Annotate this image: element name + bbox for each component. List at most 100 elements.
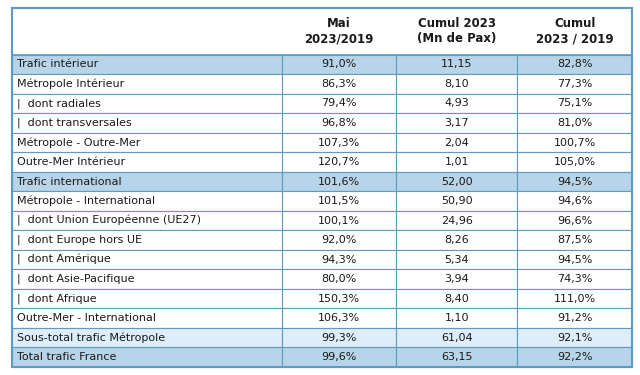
Bar [517, 230, 632, 250]
Bar [282, 133, 396, 152]
Text: Sous-total trafic Métropole: Sous-total trafic Métropole [17, 333, 165, 343]
Bar [282, 309, 396, 328]
Bar [12, 133, 282, 152]
Bar [396, 55, 517, 74]
Text: 150,3%: 150,3% [318, 294, 360, 304]
Text: 5,34: 5,34 [445, 255, 469, 265]
Bar [396, 113, 517, 133]
Bar [396, 172, 517, 191]
Text: 99,3%: 99,3% [321, 333, 356, 343]
Text: 8,10: 8,10 [445, 79, 469, 89]
Text: Métropole - Outre-Mer: Métropole - Outre-Mer [17, 137, 140, 148]
Bar [517, 309, 632, 328]
Bar [282, 348, 396, 367]
Text: 61,04: 61,04 [441, 333, 473, 343]
Text: 86,3%: 86,3% [321, 79, 356, 89]
Bar [282, 289, 396, 309]
Text: 4,93: 4,93 [444, 99, 469, 108]
Text: 80,0%: 80,0% [321, 274, 356, 284]
Text: 75,1%: 75,1% [557, 99, 592, 108]
Bar [517, 191, 632, 211]
Text: 11,15: 11,15 [441, 59, 472, 69]
Bar [517, 269, 632, 289]
Bar [396, 348, 517, 367]
Bar [12, 309, 282, 328]
Text: Mai
2023/2019: Mai 2023/2019 [305, 17, 374, 45]
Bar [282, 191, 396, 211]
Bar [396, 94, 517, 113]
Bar [517, 289, 632, 309]
Bar [517, 74, 632, 94]
Text: 92,1%: 92,1% [557, 333, 593, 343]
Bar [396, 289, 517, 309]
Text: 3,94: 3,94 [444, 274, 469, 284]
Bar [282, 172, 396, 191]
Bar [282, 269, 396, 289]
Text: 107,3%: 107,3% [318, 138, 360, 147]
Bar [12, 8, 632, 55]
Text: 120,7%: 120,7% [318, 157, 360, 167]
Bar [12, 55, 282, 74]
Bar [517, 55, 632, 74]
Text: 2,04: 2,04 [444, 138, 469, 147]
Text: Trafic international: Trafic international [17, 177, 122, 186]
Text: Total trafic France: Total trafic France [17, 352, 116, 362]
Text: Outre-Mer Intérieur: Outre-Mer Intérieur [17, 157, 125, 167]
Text: 82,8%: 82,8% [557, 59, 593, 69]
Bar [12, 172, 282, 191]
Bar [396, 309, 517, 328]
Text: |  dont Amérique: | dont Amérique [17, 254, 111, 265]
Text: 74,3%: 74,3% [557, 274, 593, 284]
Text: 94,5%: 94,5% [557, 177, 593, 186]
Text: Outre-Mer - International: Outre-Mer - International [17, 313, 156, 323]
Text: 87,5%: 87,5% [557, 235, 593, 245]
Text: 81,0%: 81,0% [557, 118, 592, 128]
Text: 24,96: 24,96 [441, 216, 473, 226]
Bar [282, 230, 396, 250]
Bar [12, 191, 282, 211]
Text: Métropole Intérieur: Métropole Intérieur [17, 79, 124, 89]
Text: 8,40: 8,40 [444, 294, 469, 304]
Text: 100,7%: 100,7% [554, 138, 596, 147]
Text: 101,6%: 101,6% [318, 177, 360, 186]
Bar [12, 152, 282, 172]
Text: 77,3%: 77,3% [557, 79, 593, 89]
Text: 106,3%: 106,3% [318, 313, 360, 323]
Bar [282, 250, 396, 269]
Bar [396, 328, 517, 348]
Text: 52,00: 52,00 [441, 177, 473, 186]
Bar [12, 230, 282, 250]
Text: 99,6%: 99,6% [321, 352, 356, 362]
Bar [396, 230, 517, 250]
Text: 94,6%: 94,6% [557, 196, 593, 206]
Text: Trafic intérieur: Trafic intérieur [17, 59, 99, 69]
Text: 94,3%: 94,3% [321, 255, 356, 265]
Text: 96,6%: 96,6% [557, 216, 592, 226]
Bar [282, 113, 396, 133]
Bar [12, 94, 282, 113]
Bar [282, 74, 396, 94]
Text: 91,0%: 91,0% [321, 59, 356, 69]
Bar [12, 269, 282, 289]
Text: |  dont transversales: | dont transversales [17, 118, 132, 128]
Bar [12, 74, 282, 94]
Text: 50,90: 50,90 [441, 196, 473, 206]
Bar [282, 211, 396, 230]
Text: 63,15: 63,15 [441, 352, 472, 362]
Bar [396, 269, 517, 289]
Text: |  dont Europe hors UE: | dont Europe hors UE [17, 235, 142, 245]
Bar [517, 211, 632, 230]
Bar [12, 250, 282, 269]
Bar [396, 191, 517, 211]
Bar [517, 328, 632, 348]
Text: 94,5%: 94,5% [557, 255, 593, 265]
Bar [517, 113, 632, 133]
Bar [282, 328, 396, 348]
Bar [517, 250, 632, 269]
Bar [517, 348, 632, 367]
Bar [12, 113, 282, 133]
Bar [282, 94, 396, 113]
Text: 111,0%: 111,0% [554, 294, 596, 304]
Bar [517, 94, 632, 113]
Bar [12, 211, 282, 230]
